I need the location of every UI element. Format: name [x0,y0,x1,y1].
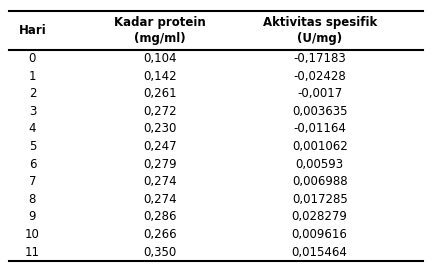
Text: 0,015464: 0,015464 [292,246,348,259]
Text: 0,261: 0,261 [143,87,177,100]
Text: 7: 7 [29,175,36,188]
Text: 0,286: 0,286 [143,210,177,224]
Text: -0,02428: -0,02428 [293,70,346,83]
Text: 0,028279: 0,028279 [292,210,348,224]
Text: 0,272: 0,272 [143,105,177,118]
Text: (U/mg): (U/mg) [297,32,342,45]
Text: 10: 10 [25,228,40,241]
Text: -0,0017: -0,0017 [297,87,342,100]
Text: 4: 4 [29,122,36,136]
Text: Aktivitas spesifik: Aktivitas spesifik [263,16,377,29]
Text: 0,274: 0,274 [143,175,177,188]
Text: 0,006988: 0,006988 [292,175,347,188]
Text: 0,274: 0,274 [143,193,177,206]
Text: 0,009616: 0,009616 [292,228,348,241]
Text: 0,017285: 0,017285 [292,193,348,206]
Text: 0,00593: 0,00593 [295,158,344,171]
Text: 2: 2 [29,87,36,100]
Text: 0,104: 0,104 [143,52,177,65]
Text: 0: 0 [29,52,36,65]
Text: (mg/ml): (mg/ml) [134,32,186,45]
Text: 0,142: 0,142 [143,70,177,83]
Text: 0,001062: 0,001062 [292,140,348,153]
Text: 0,247: 0,247 [143,140,177,153]
Text: 0,230: 0,230 [143,122,177,136]
Text: 9: 9 [29,210,36,224]
Text: -0,17183: -0,17183 [293,52,346,65]
Text: 8: 8 [29,193,36,206]
Text: 11: 11 [25,246,40,259]
Text: 5: 5 [29,140,36,153]
Text: 0,350: 0,350 [143,246,176,259]
Text: -0,01164: -0,01164 [293,122,346,136]
Text: 1: 1 [29,70,36,83]
Text: 0,266: 0,266 [143,228,177,241]
Text: 6: 6 [29,158,36,171]
Text: Hari: Hari [19,24,46,37]
Text: 0,279: 0,279 [143,158,177,171]
Text: 0,003635: 0,003635 [292,105,347,118]
Text: Kadar protein: Kadar protein [114,16,206,29]
Text: 3: 3 [29,105,36,118]
